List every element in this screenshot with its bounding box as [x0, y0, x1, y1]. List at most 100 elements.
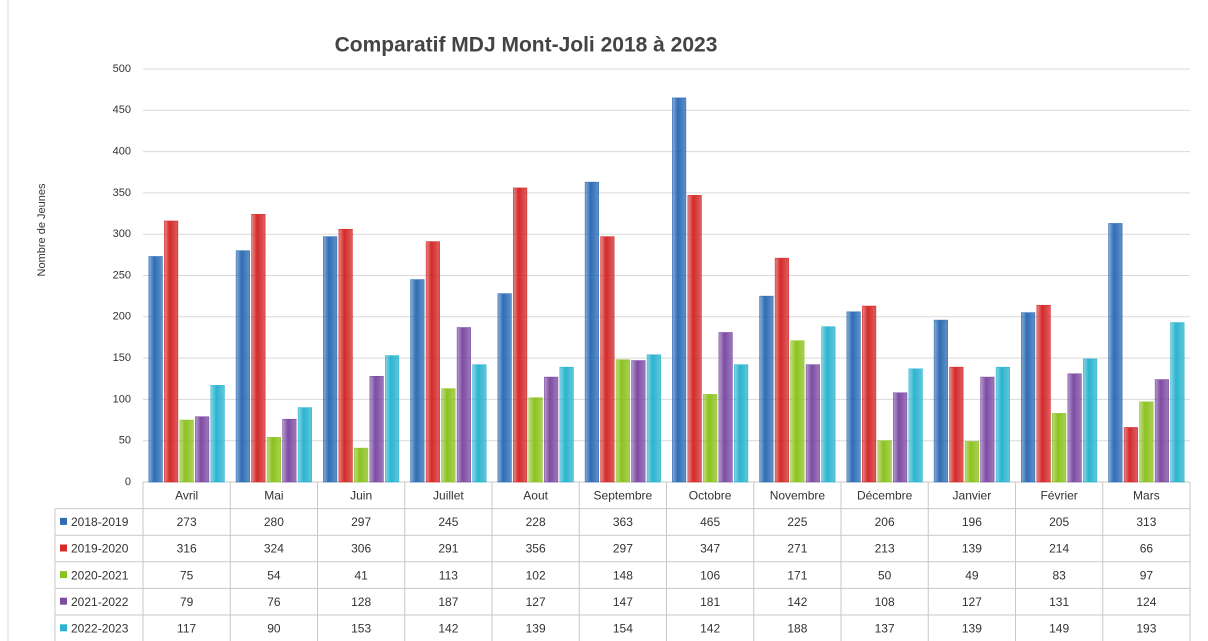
table-cell: 187 [438, 595, 458, 609]
bar [210, 385, 225, 483]
table-cell: 153 [351, 621, 371, 635]
legend-swatch [60, 624, 67, 632]
bar [615, 359, 630, 483]
table-cell: 106 [700, 568, 720, 582]
bar [687, 195, 702, 483]
bar [846, 311, 861, 483]
bar [1154, 379, 1169, 483]
table-cell: 139 [962, 542, 982, 556]
y-tick-label: 100 [113, 393, 131, 405]
bar [1052, 413, 1067, 483]
table-cell: 127 [526, 595, 546, 609]
table-cell: 76 [267, 595, 281, 609]
bar [759, 295, 774, 483]
table-cell: 139 [962, 621, 982, 635]
table-cell: 41 [354, 568, 368, 582]
table-cell: 49 [965, 568, 979, 582]
bar [877, 440, 892, 483]
table-cell: 297 [613, 542, 633, 556]
bar [513, 187, 528, 483]
table-cell: 124 [1136, 595, 1156, 609]
legend-swatch [60, 517, 67, 525]
table-cell: 273 [177, 515, 197, 529]
chart-title: Comparatif MDJ Mont-Joli 2018 à 2023 [335, 34, 718, 57]
table-cell: 66 [1140, 542, 1154, 556]
bar [472, 364, 487, 483]
bar [718, 332, 733, 483]
table-cell: 117 [177, 621, 196, 635]
table-cell: 356 [526, 542, 546, 556]
bar [251, 214, 266, 483]
legend-swatch [60, 597, 67, 605]
legend-label: 2022-2023 [71, 621, 129, 635]
y-tick-label: 500 [113, 63, 131, 75]
bar [369, 375, 384, 483]
bar [703, 394, 718, 483]
table-cell: 228 [526, 515, 546, 529]
table-cell: 108 [875, 595, 895, 609]
table-cell: 363 [613, 515, 633, 529]
x-tick-label: Avril [175, 488, 198, 502]
table-cell: 102 [526, 568, 546, 582]
x-tick-label: Juillet [433, 488, 464, 502]
x-tick-label: Novembre [770, 488, 826, 502]
table-cell: 50 [878, 568, 892, 582]
legend-label: 2019-2020 [71, 542, 129, 556]
bar [195, 416, 210, 483]
table-cell: 83 [1052, 568, 1066, 582]
y-tick-label: 450 [113, 104, 131, 116]
bar [672, 97, 687, 483]
table-cell: 324 [264, 542, 284, 556]
bar [933, 319, 948, 483]
x-tick-label: Mars [1133, 488, 1160, 502]
table-cell: 97 [1140, 568, 1154, 582]
bar [980, 376, 995, 483]
bar [893, 392, 908, 483]
table-cell: 127 [962, 595, 982, 609]
table-cell: 188 [787, 621, 807, 635]
bar [790, 340, 805, 483]
table-cell: 313 [1136, 515, 1156, 529]
x-tick-label: Octobre [689, 488, 732, 502]
table-cell: 214 [1049, 542, 1069, 556]
legend-label: 2018-2019 [71, 515, 129, 529]
bar [385, 355, 400, 483]
bar [600, 236, 615, 483]
bar [425, 241, 440, 483]
table-cell: 213 [875, 542, 895, 556]
bar [179, 419, 194, 483]
table-cell: 128 [351, 595, 371, 609]
table-cell: 139 [526, 621, 546, 635]
table-cell: 465 [700, 515, 720, 529]
bar [862, 305, 877, 483]
table-cell: 142 [438, 621, 458, 635]
bar [497, 293, 512, 483]
table-cell: 306 [351, 542, 371, 556]
table-cell: 54 [267, 568, 281, 582]
y-tick-label: 0 [125, 476, 131, 488]
table-cell: 147 [613, 595, 633, 609]
table-cell: 297 [351, 515, 371, 529]
table-cell: 149 [1049, 621, 1069, 635]
bar [235, 250, 250, 483]
x-tick-label: Février [1040, 488, 1077, 502]
table-cell: 79 [180, 595, 194, 609]
table-cell: 245 [438, 515, 458, 529]
bar [734, 364, 749, 483]
table-cell: 316 [177, 542, 197, 556]
legend-label: 2021-2022 [71, 595, 129, 609]
table-cell: 131 [1049, 595, 1069, 609]
bar [1108, 223, 1123, 483]
table-cell: 75 [180, 568, 194, 582]
table-cell: 193 [1136, 621, 1156, 635]
table-cell: 154 [613, 621, 633, 635]
table-cell: 148 [613, 568, 633, 582]
table-cell: 280 [264, 515, 284, 529]
table-cell: 205 [1049, 515, 1069, 529]
table-cell: 142 [700, 621, 720, 635]
bar [297, 407, 312, 483]
x-tick-label: Janvier [953, 488, 992, 502]
bar [528, 397, 543, 483]
bar [410, 279, 425, 483]
